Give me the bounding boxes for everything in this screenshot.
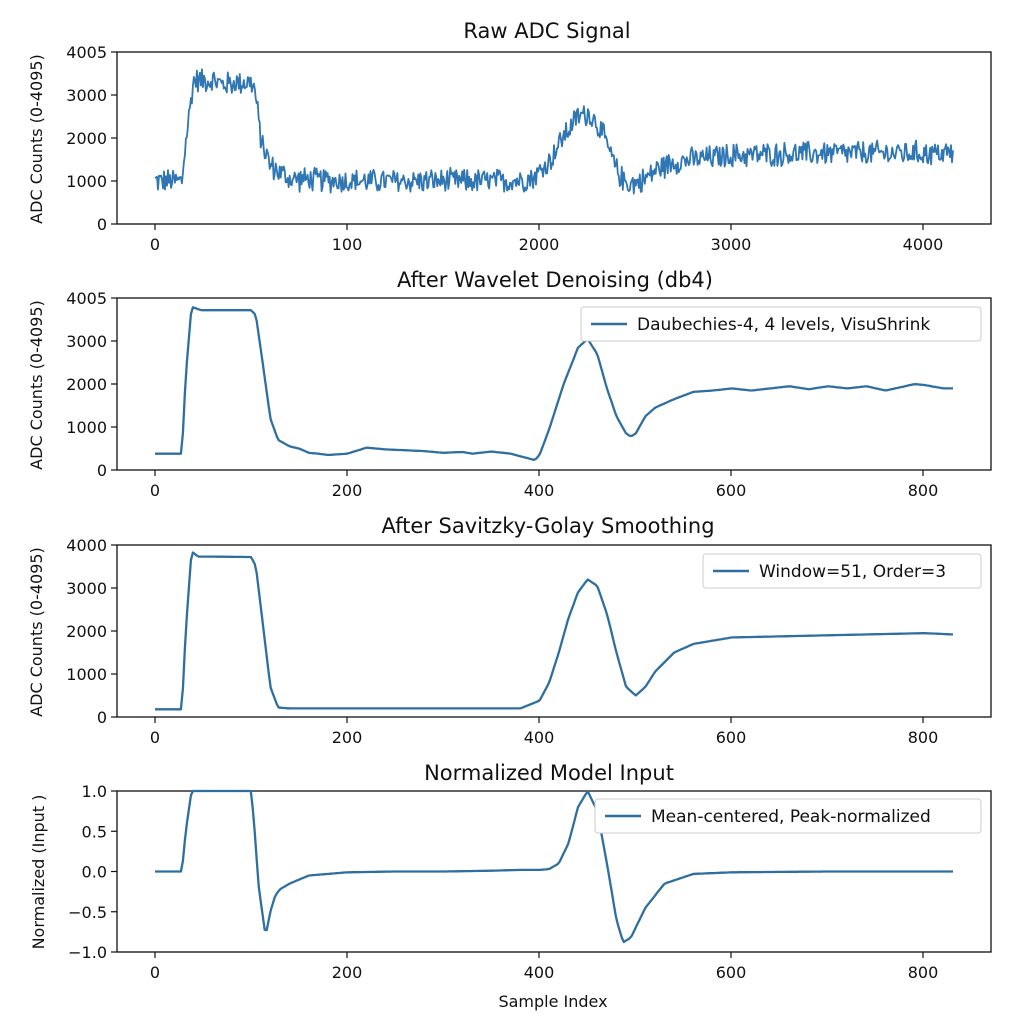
y-tick-label: 3000 bbox=[66, 579, 107, 598]
panel-wavelet-denoising: After Wavelet Denoising (db4) ADC Counts… bbox=[27, 268, 992, 500]
x-tick-label: 800 bbox=[908, 963, 939, 982]
x-tick-label: 800 bbox=[908, 481, 939, 500]
y-tick-label: 1000 bbox=[66, 418, 107, 437]
y-tick-label: 4005 bbox=[66, 289, 107, 308]
x-tick-label: 800 bbox=[908, 728, 939, 747]
series-line-mean-centered-peak-normalized bbox=[155, 789, 953, 944]
y-tick-label: 4000 bbox=[66, 536, 107, 555]
legend-label: Daubechies-4, 4 levels, VisuShrink bbox=[637, 315, 930, 335]
x-tick-label: 0 bbox=[150, 963, 160, 982]
x-tick-label: 2000 bbox=[519, 235, 560, 254]
y-tick-label: 1000 bbox=[66, 172, 107, 191]
x-tick-label: 3000 bbox=[711, 235, 752, 254]
series-line-raw bbox=[154, 68, 954, 195]
x-tick-label: 600 bbox=[716, 728, 747, 747]
x-tick-label: 0 bbox=[150, 728, 160, 747]
y-axis-label: ADC Counts (0-4095) bbox=[27, 300, 46, 470]
y-tick-label: 0.0 bbox=[82, 863, 107, 882]
panel-title: After Savitzky-Golay Smoothing bbox=[381, 514, 714, 538]
y-tick-label: −1.0 bbox=[68, 943, 107, 962]
x-tick-label: 200 bbox=[332, 728, 363, 747]
panel-raw-adc: Raw ADC Signal ADC Counts (0-4095) 01000… bbox=[27, 19, 992, 254]
y-axis-label: ADC Counts (0-4095) bbox=[27, 547, 46, 717]
y-tick-label: 1000 bbox=[66, 665, 107, 684]
y-tick-label: 2000 bbox=[66, 129, 107, 148]
series-line-window-51-order-3 bbox=[155, 551, 953, 711]
y-tick-label: 3000 bbox=[66, 86, 107, 105]
series-line-daubechies-4-4-levels-visushrink bbox=[155, 306, 953, 462]
y-tick-label: 1.0 bbox=[82, 782, 107, 801]
panel-title: Raw ADC Signal bbox=[463, 19, 630, 43]
x-tick-label: 600 bbox=[716, 481, 747, 500]
x-tick-label: 200 bbox=[332, 481, 363, 500]
y-axis-label: Normalized (Input ) bbox=[29, 795, 48, 950]
panel-normalized-input: Normalized Model Input Normalized (Input… bbox=[29, 761, 992, 982]
x-tick-label: 400 bbox=[524, 963, 555, 982]
legend-box bbox=[594, 798, 982, 834]
y-tick-label: 3000 bbox=[66, 332, 107, 351]
x-tick-label: 100 bbox=[332, 235, 363, 254]
legend-label: Window=51, Order=3 bbox=[759, 562, 946, 582]
panel-savitzky-golay: After Savitzky-Golay Smoothing ADC Count… bbox=[27, 514, 992, 747]
x-tick-label: 0 bbox=[150, 481, 160, 500]
panel-title: After Wavelet Denoising (db4) bbox=[397, 268, 713, 292]
y-axis-label: ADC Counts (0-4095) bbox=[27, 54, 46, 224]
y-tick-label: −0.5 bbox=[68, 903, 107, 922]
legend-label: Mean-centered, Peak-normalized bbox=[651, 807, 931, 827]
x-tick-label: 600 bbox=[716, 963, 747, 982]
y-tick-label: 2000 bbox=[66, 375, 107, 394]
x-tick-label: 0 bbox=[150, 235, 160, 254]
panel-title: Normalized Model Input bbox=[424, 761, 674, 785]
y-tick-label: 0 bbox=[97, 215, 107, 234]
legend-box bbox=[702, 553, 982, 589]
y-tick-label: 0 bbox=[97, 708, 107, 727]
x-tick-label: 400 bbox=[524, 728, 555, 747]
y-tick-label: 4005 bbox=[66, 43, 107, 62]
x-tick-label: 200 bbox=[332, 963, 363, 982]
x-tick-label: 400 bbox=[524, 481, 555, 500]
y-tick-label: 0.5 bbox=[82, 822, 107, 841]
legend-box bbox=[580, 306, 982, 342]
y-tick-label: 2000 bbox=[66, 622, 107, 641]
y-tick-label: 0 bbox=[97, 461, 107, 480]
x-tick-label: 4000 bbox=[903, 235, 944, 254]
x-axis-label: Sample Index bbox=[498, 992, 607, 1011]
